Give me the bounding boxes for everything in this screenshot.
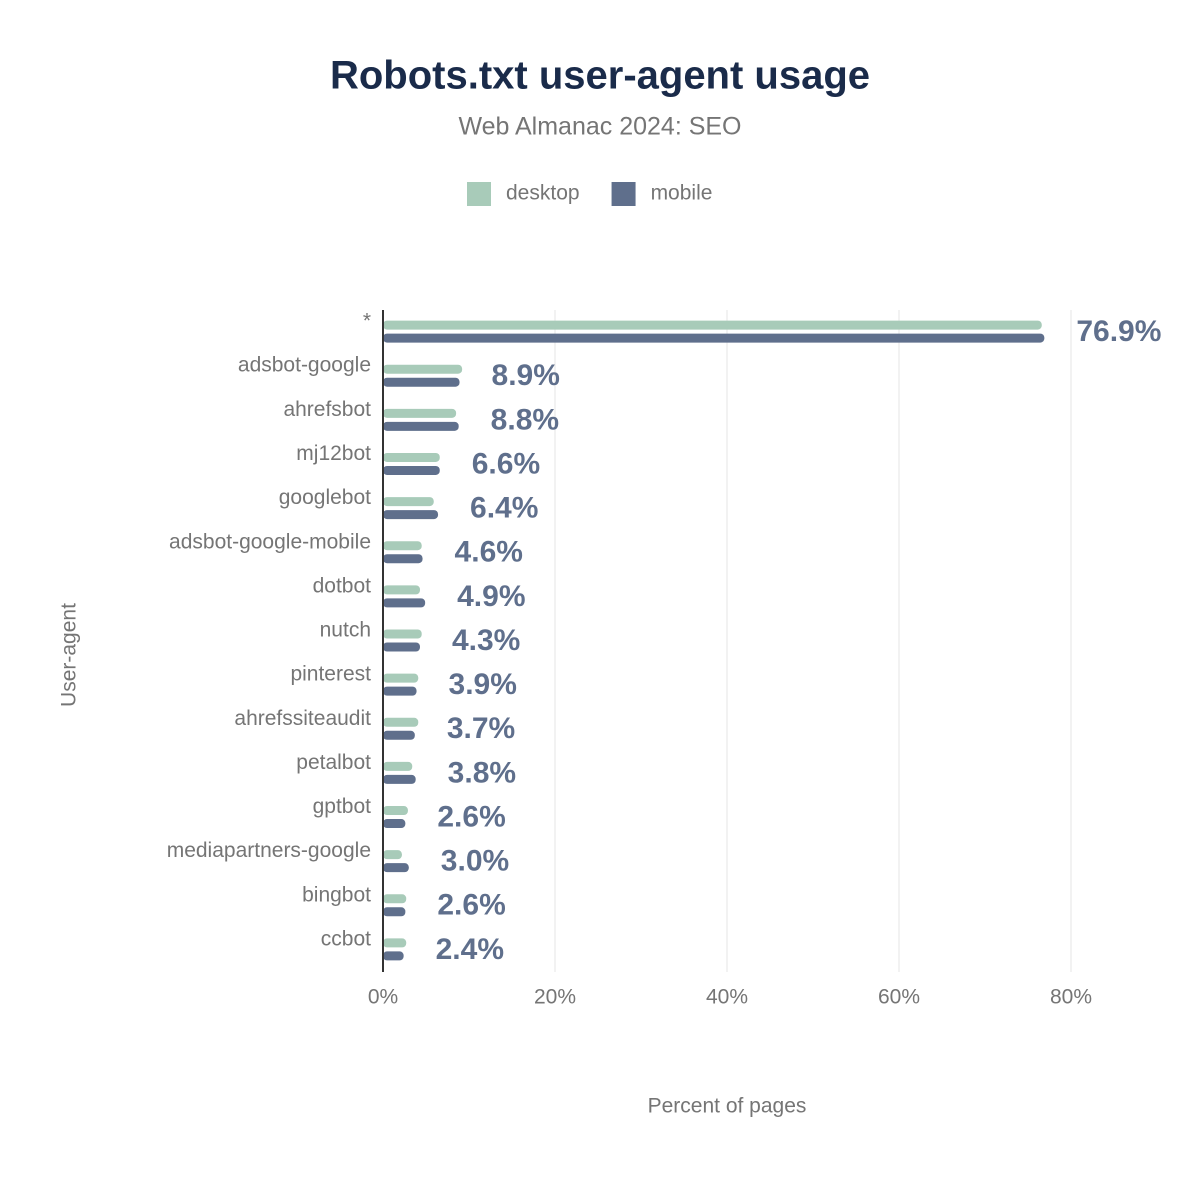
y-tick-label: dotbot — [313, 574, 372, 597]
y-tick-label: mj12bot — [296, 442, 371, 465]
legend-label: desktop — [506, 182, 580, 205]
bar — [383, 894, 407, 904]
y-tick-label: nutch — [320, 619, 371, 642]
bar — [383, 819, 406, 829]
y-tick-label: adsbot-google — [238, 354, 371, 377]
y-tick-label: adsbot-google-mobile — [169, 530, 371, 553]
bar — [383, 497, 434, 507]
data-label: 76.9% — [1076, 315, 1161, 348]
chart-subtitle: Web Almanac 2024: SEO — [458, 113, 741, 141]
bar — [383, 598, 426, 608]
bar — [383, 850, 402, 860]
data-label: 8.8% — [491, 403, 559, 436]
data-label: 2.6% — [437, 889, 505, 922]
bar — [383, 333, 1045, 343]
bar — [383, 452, 440, 462]
x-axis-title: Percent of pages — [648, 1095, 807, 1118]
x-tick-label: 40% — [706, 986, 748, 1009]
bar — [383, 951, 404, 961]
bar — [383, 364, 463, 374]
bar — [383, 377, 460, 387]
y-tick-label: googlebot — [279, 486, 371, 509]
bar — [383, 629, 422, 639]
data-label: 3.8% — [448, 756, 516, 789]
data-label: 4.9% — [457, 580, 525, 613]
legend-swatch — [467, 182, 491, 206]
bar — [383, 320, 1042, 330]
bar — [383, 907, 406, 917]
bar — [383, 717, 419, 727]
y-tick-label: ccbot — [321, 927, 371, 950]
bar — [383, 585, 420, 595]
data-label: 6.4% — [470, 492, 538, 525]
x-tick-label: 0% — [368, 986, 398, 1009]
y-axis-title: User-agent — [58, 603, 81, 707]
bar — [383, 863, 409, 873]
bar — [383, 465, 440, 475]
bar — [383, 541, 422, 551]
data-label: 3.9% — [449, 668, 517, 701]
data-label: 2.6% — [437, 800, 505, 833]
bar — [383, 421, 459, 431]
x-tick-label: 60% — [878, 986, 920, 1009]
bar — [383, 408, 457, 418]
y-tick-label: pinterest — [290, 663, 371, 686]
bar — [383, 730, 415, 740]
y-tick-label: bingbot — [302, 883, 371, 906]
bar — [383, 642, 420, 652]
chart-title: Robots.txt user-agent usage — [330, 54, 870, 98]
y-tick-label: ahrefsbot — [283, 398, 371, 421]
bar — [383, 686, 417, 696]
bar — [383, 554, 423, 564]
data-label: 8.9% — [492, 359, 560, 392]
bar — [383, 774, 416, 784]
bar — [383, 510, 439, 520]
data-label: 2.4% — [436, 933, 504, 966]
bar — [383, 673, 419, 683]
bar — [383, 806, 408, 816]
legend-label: mobile — [651, 182, 713, 205]
x-tick-label: 80% — [1050, 986, 1092, 1009]
y-tick-label: mediapartners-google — [167, 839, 371, 862]
y-tick-label: gptbot — [313, 795, 372, 818]
x-tick-label: 20% — [534, 986, 576, 1009]
data-label: 4.3% — [452, 624, 520, 657]
y-tick-label: * — [363, 310, 371, 333]
y-tick-label: petalbot — [296, 751, 371, 774]
data-label: 3.7% — [447, 712, 515, 745]
bar — [383, 761, 413, 771]
y-tick-label: ahrefssiteaudit — [234, 707, 371, 730]
data-label: 6.6% — [472, 447, 540, 480]
legend-swatch — [611, 182, 636, 206]
data-label: 4.6% — [455, 536, 523, 569]
bar — [383, 938, 407, 948]
data-label: 3.0% — [441, 845, 509, 878]
